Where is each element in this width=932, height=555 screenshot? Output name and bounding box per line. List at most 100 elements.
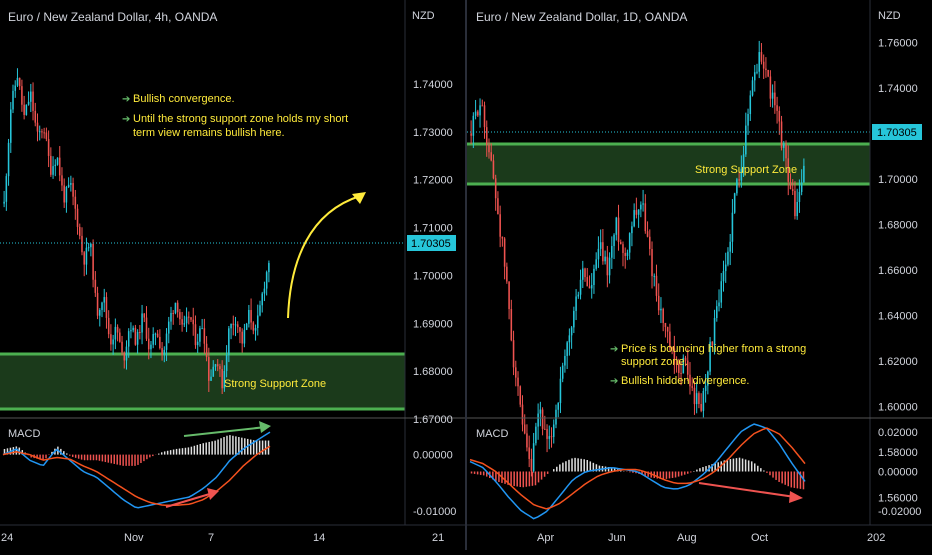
candle-body [239, 327, 241, 332]
candle-body [61, 175, 63, 186]
currency-label: NZD [412, 10, 435, 22]
candle-body [548, 436, 551, 439]
candle-body [145, 317, 148, 339]
panel-divider[interactable] [465, 0, 467, 550]
candle-body [488, 144, 490, 153]
macd-label: MACD [8, 428, 40, 440]
candle-body [624, 252, 626, 256]
candle-body [722, 271, 725, 282]
left-chart-svg[interactable]: Euro / New Zealand Dollar, 4h, OANDA Str… [0, 0, 465, 550]
candle-body [34, 110, 37, 123]
candle-body [139, 331, 141, 333]
candle-body [646, 231, 649, 237]
price-axis: 1.760001.740001.720001.700001.680001.660… [878, 37, 918, 504]
candle-body [203, 328, 206, 344]
candle-body [199, 328, 201, 342]
candle-body [526, 433, 528, 448]
left-chart-panel[interactable]: Euro / New Zealand Dollar, 4h, OANDA Str… [0, 0, 465, 550]
candle-body [758, 52, 760, 72]
candle-body [695, 393, 698, 405]
candle-body [716, 306, 718, 319]
candle-body [23, 104, 25, 115]
candle-body [252, 322, 255, 331]
date-tick-label: Nov [124, 532, 144, 544]
candle-body [733, 193, 736, 213]
price-tick-label: 1.74000 [878, 83, 918, 95]
candle-body [631, 226, 633, 234]
candle-body [602, 242, 604, 262]
candle-body [613, 234, 615, 246]
macd-divergence-arrow-red [698, 482, 796, 498]
candle-body [570, 327, 573, 336]
candle-body [243, 329, 246, 344]
candle-body [660, 308, 662, 311]
candle-body [510, 309, 513, 341]
candle-body [185, 316, 188, 324]
price-tick-label: 1.68000 [878, 219, 918, 231]
price-tick-label: 1.64000 [878, 310, 918, 322]
candle-body [123, 352, 126, 361]
candle-body [666, 326, 669, 332]
candle-body [713, 318, 716, 346]
candle-body [637, 209, 640, 215]
candle-body [58, 157, 61, 176]
candle-body [210, 376, 212, 381]
time-axis: 24 Nov 7 14 21 [1, 532, 444, 544]
right-chart-panel[interactable]: Euro / New Zealand Dollar, 1D, OANDA Str… [467, 0, 932, 550]
candle-body [72, 183, 74, 197]
candle-body [559, 378, 562, 404]
candle-body [497, 198, 499, 215]
candle-body [532, 443, 535, 471]
candle-body [65, 186, 68, 203]
date-tick-label: 24 [1, 532, 13, 544]
candle-body [52, 166, 54, 175]
candle-body [132, 327, 134, 331]
date-tick-label: Apr [537, 532, 554, 544]
candle-body [617, 217, 620, 242]
price-tick-label: 1.67000 [413, 414, 453, 426]
candle-body [762, 61, 765, 69]
candle-body [3, 201, 5, 204]
candle-body [147, 338, 150, 350]
last-price-badge [872, 124, 922, 140]
candle-body [10, 109, 12, 143]
candle-body [481, 105, 484, 107]
candle-body [523, 424, 526, 434]
candle-body [557, 403, 559, 410]
candle-body [736, 179, 738, 194]
macd-label: MACD [476, 428, 508, 440]
candle-body [78, 226, 81, 236]
macd-line [2, 431, 271, 509]
candle-body [92, 243, 94, 280]
candle-body [114, 326, 117, 340]
candle-body [81, 235, 83, 253]
candle-body [261, 293, 263, 306]
candle-body [615, 217, 618, 235]
note-arrow-2: ➔ [610, 376, 618, 387]
candle-body [798, 191, 801, 202]
candle-body [32, 91, 34, 111]
candle-body [254, 328, 257, 331]
candle-body [25, 104, 28, 115]
candle-body [221, 369, 223, 389]
candle-body [121, 341, 123, 353]
candle-body [192, 319, 195, 325]
candle-body [753, 72, 756, 81]
candle-body [165, 333, 168, 350]
candle-body [172, 313, 174, 315]
candle-body [127, 331, 130, 347]
candle-body [579, 279, 582, 295]
macd-tick-label: -0.02000 [878, 506, 921, 518]
right-chart-svg[interactable]: Euro / New Zealand Dollar, 1D, OANDA Str… [467, 0, 932, 550]
candle-body [711, 341, 714, 346]
candle-body [684, 357, 687, 361]
support-zone-fill [0, 354, 405, 409]
candle-body [749, 95, 752, 114]
support-zone-fill [467, 144, 870, 184]
candle-body [669, 331, 671, 348]
candle-body [662, 308, 664, 323]
note-support-line1: Until the strong support zone holds my s… [133, 113, 348, 125]
candle-body [611, 245, 613, 258]
candle-body [738, 179, 740, 181]
candle-body [700, 403, 702, 411]
